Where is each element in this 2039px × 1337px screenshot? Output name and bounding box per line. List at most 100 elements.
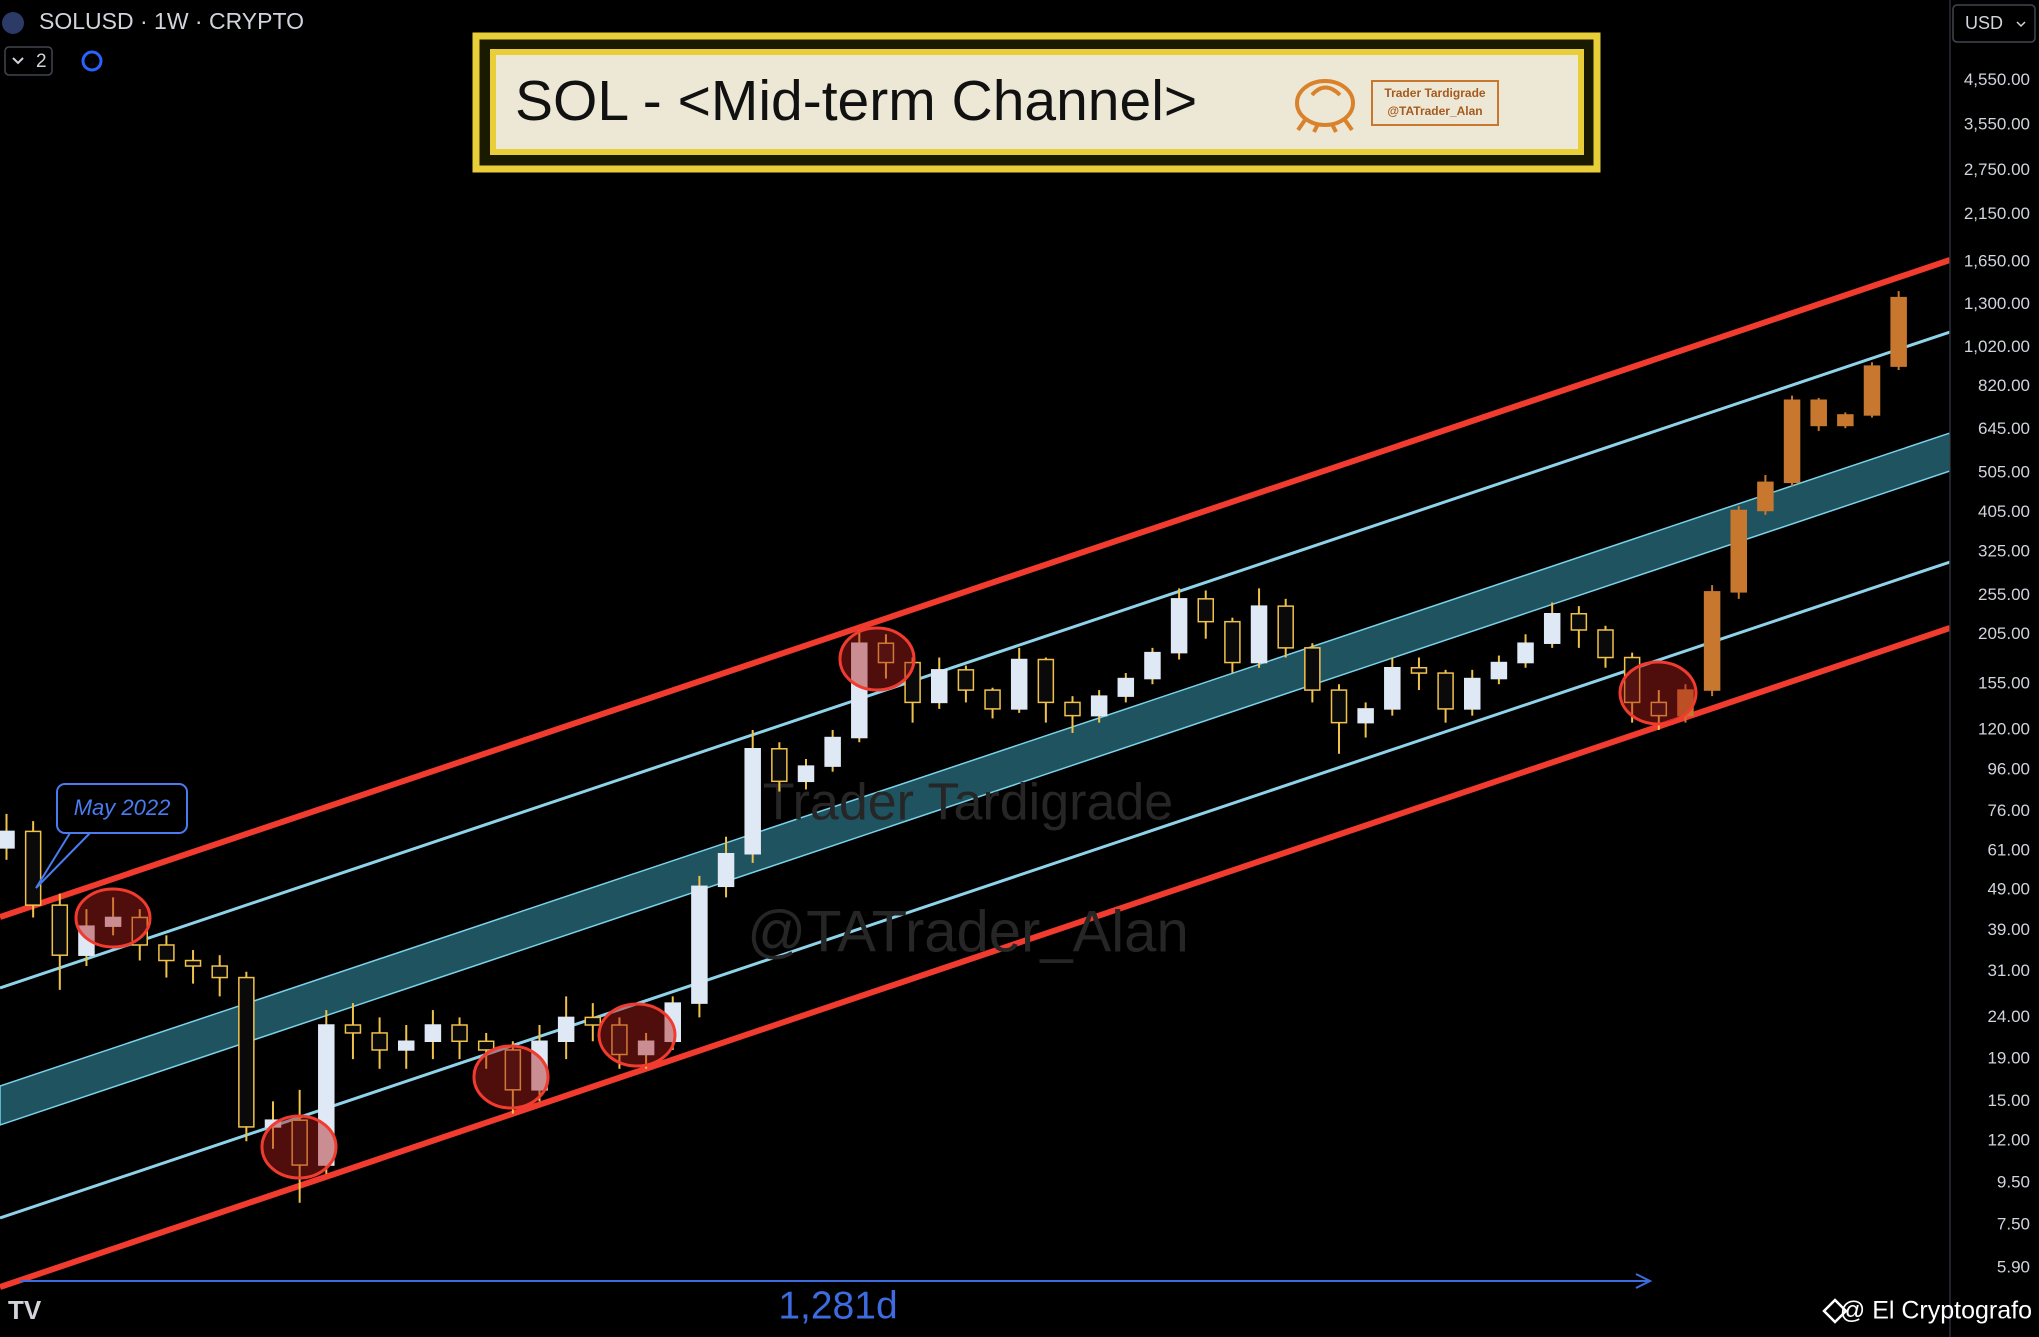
y-tick-label: 3,550.00 bbox=[1964, 114, 2030, 133]
candle-body bbox=[611, 1024, 628, 1056]
candle-body bbox=[1277, 605, 1294, 649]
channel-lower bbox=[0, 625, 1950, 1290]
chevron bbox=[12, 57, 24, 65]
author-handle: @TATrader_Alan bbox=[1387, 104, 1482, 118]
candle-body bbox=[1464, 677, 1481, 710]
candle-body bbox=[1490, 661, 1508, 680]
callout-pointer bbox=[35, 832, 91, 889]
candle-body bbox=[1197, 598, 1214, 623]
candle-body bbox=[797, 765, 815, 783]
candle-body bbox=[104, 916, 122, 927]
candle-body bbox=[1810, 399, 1827, 427]
channel-midband bbox=[0, 432, 1950, 1126]
candle-body bbox=[1410, 666, 1428, 674]
y-tick-label: 645.00 bbox=[1978, 419, 2030, 438]
touch-circles bbox=[74, 626, 1698, 1180]
candle-body bbox=[1384, 666, 1401, 710]
indicator-toggle[interactable] bbox=[4, 46, 53, 76]
y-tick-label: 1,650.00 bbox=[1964, 251, 2030, 270]
price-axis bbox=[1950, 0, 2039, 1337]
candle-body bbox=[771, 748, 788, 783]
candle-body bbox=[1783, 399, 1801, 484]
chart-title: SOL - <Mid-term Channel> bbox=[515, 69, 1197, 133]
y-tick-label: 255.00 bbox=[1978, 585, 2030, 604]
candle-body bbox=[584, 1016, 602, 1026]
tv-logo: TV bbox=[8, 1295, 42, 1325]
y-tick-label: 155.00 bbox=[1978, 674, 2030, 693]
author-name: Trader Tardigrade bbox=[1384, 86, 1485, 100]
y-tick-label: 15.00 bbox=[1987, 1091, 2030, 1110]
symbol-icon bbox=[2, 12, 24, 34]
candle-body bbox=[1543, 612, 1561, 644]
y-tick-label: 76.00 bbox=[1987, 801, 2030, 820]
y-tick-label: 820.00 bbox=[1978, 376, 2030, 395]
candle-body bbox=[1517, 642, 1534, 664]
y-tick-label: 24.00 bbox=[1987, 1007, 2030, 1026]
candle-body bbox=[184, 959, 202, 967]
candle-body bbox=[1890, 296, 1907, 367]
candle-body bbox=[1010, 658, 1028, 710]
candle-body bbox=[1304, 647, 1321, 691]
candle-body bbox=[398, 1040, 415, 1051]
candle-body bbox=[451, 1024, 468, 1043]
candle-body bbox=[0, 830, 15, 849]
y-tick-label: 49.00 bbox=[1987, 879, 2030, 898]
candle-body bbox=[24, 830, 42, 906]
touch-circle bbox=[74, 887, 152, 949]
candle-body bbox=[1250, 605, 1268, 664]
y-tick-label: 505.00 bbox=[1978, 463, 2030, 482]
candle-body bbox=[1437, 672, 1454, 710]
candle-body bbox=[1117, 677, 1135, 697]
candle-body bbox=[957, 669, 975, 691]
candle-body bbox=[984, 689, 1001, 710]
symbol-label[interactable]: SOLUSD · 1W · CRYPTO bbox=[39, 8, 304, 34]
y-tick-label: 4,550.00 bbox=[1964, 70, 2030, 89]
range-arrow bbox=[1635, 1273, 1653, 1289]
candle-body bbox=[877, 642, 895, 664]
touch-circle bbox=[260, 1114, 338, 1180]
chevron bbox=[2016, 21, 2026, 28]
candle-body bbox=[211, 965, 228, 979]
candle-body bbox=[717, 852, 735, 888]
candle-body bbox=[637, 1040, 655, 1056]
y-tick-label: 19.00 bbox=[1987, 1049, 2030, 1068]
y-tick-label: 61.00 bbox=[1987, 840, 2030, 859]
candle-body bbox=[1144, 651, 1161, 680]
y-tick-label: 31.00 bbox=[1987, 961, 2030, 980]
candle-body bbox=[824, 736, 841, 767]
candle-body bbox=[744, 748, 761, 855]
candle-body bbox=[344, 1024, 362, 1034]
candle-body bbox=[1650, 701, 1668, 717]
candle-body bbox=[371, 1032, 388, 1051]
y-tick-label: 2,750.00 bbox=[1964, 160, 2030, 179]
channel-upper-inner bbox=[0, 330, 1950, 990]
candle-body bbox=[504, 1049, 522, 1091]
y-tick-label: 12.00 bbox=[1987, 1131, 2030, 1150]
candle-body bbox=[1703, 591, 1721, 691]
currency-button[interactable] bbox=[1952, 4, 2036, 43]
y-tick-label: 1,020.00 bbox=[1964, 337, 2030, 356]
logo-legs bbox=[1296, 85, 1354, 133]
y-tick-label: 405.00 bbox=[1978, 502, 2030, 521]
touch-circle bbox=[1618, 660, 1698, 726]
y-tick-label: 120.00 bbox=[1978, 719, 2030, 738]
refresh-icon[interactable] bbox=[81, 50, 103, 72]
touch-circle bbox=[838, 626, 916, 692]
touch-circle bbox=[597, 1002, 677, 1068]
candle-body bbox=[557, 1016, 575, 1043]
candles bbox=[0, 291, 1907, 1203]
candle-body bbox=[1037, 658, 1055, 704]
candle-body bbox=[1597, 629, 1614, 659]
y-tick-label: 9.50 bbox=[1997, 1172, 2030, 1191]
candle-body bbox=[1837, 414, 1854, 427]
candle-body bbox=[477, 1040, 495, 1051]
credit-icon bbox=[1822, 1298, 1848, 1324]
candle-body bbox=[691, 885, 708, 1004]
y-ticks: 4,550.00 3,550.00 2,750.00 2,150.00 1,650.00… bbox=[1964, 70, 2030, 1276]
callout-text: May 2022 bbox=[74, 795, 171, 820]
logo-body bbox=[1295, 79, 1355, 127]
candle-body bbox=[1357, 708, 1374, 724]
y-tick-label: 39.00 bbox=[1987, 920, 2030, 939]
indicator-count: 2 bbox=[36, 51, 47, 72]
